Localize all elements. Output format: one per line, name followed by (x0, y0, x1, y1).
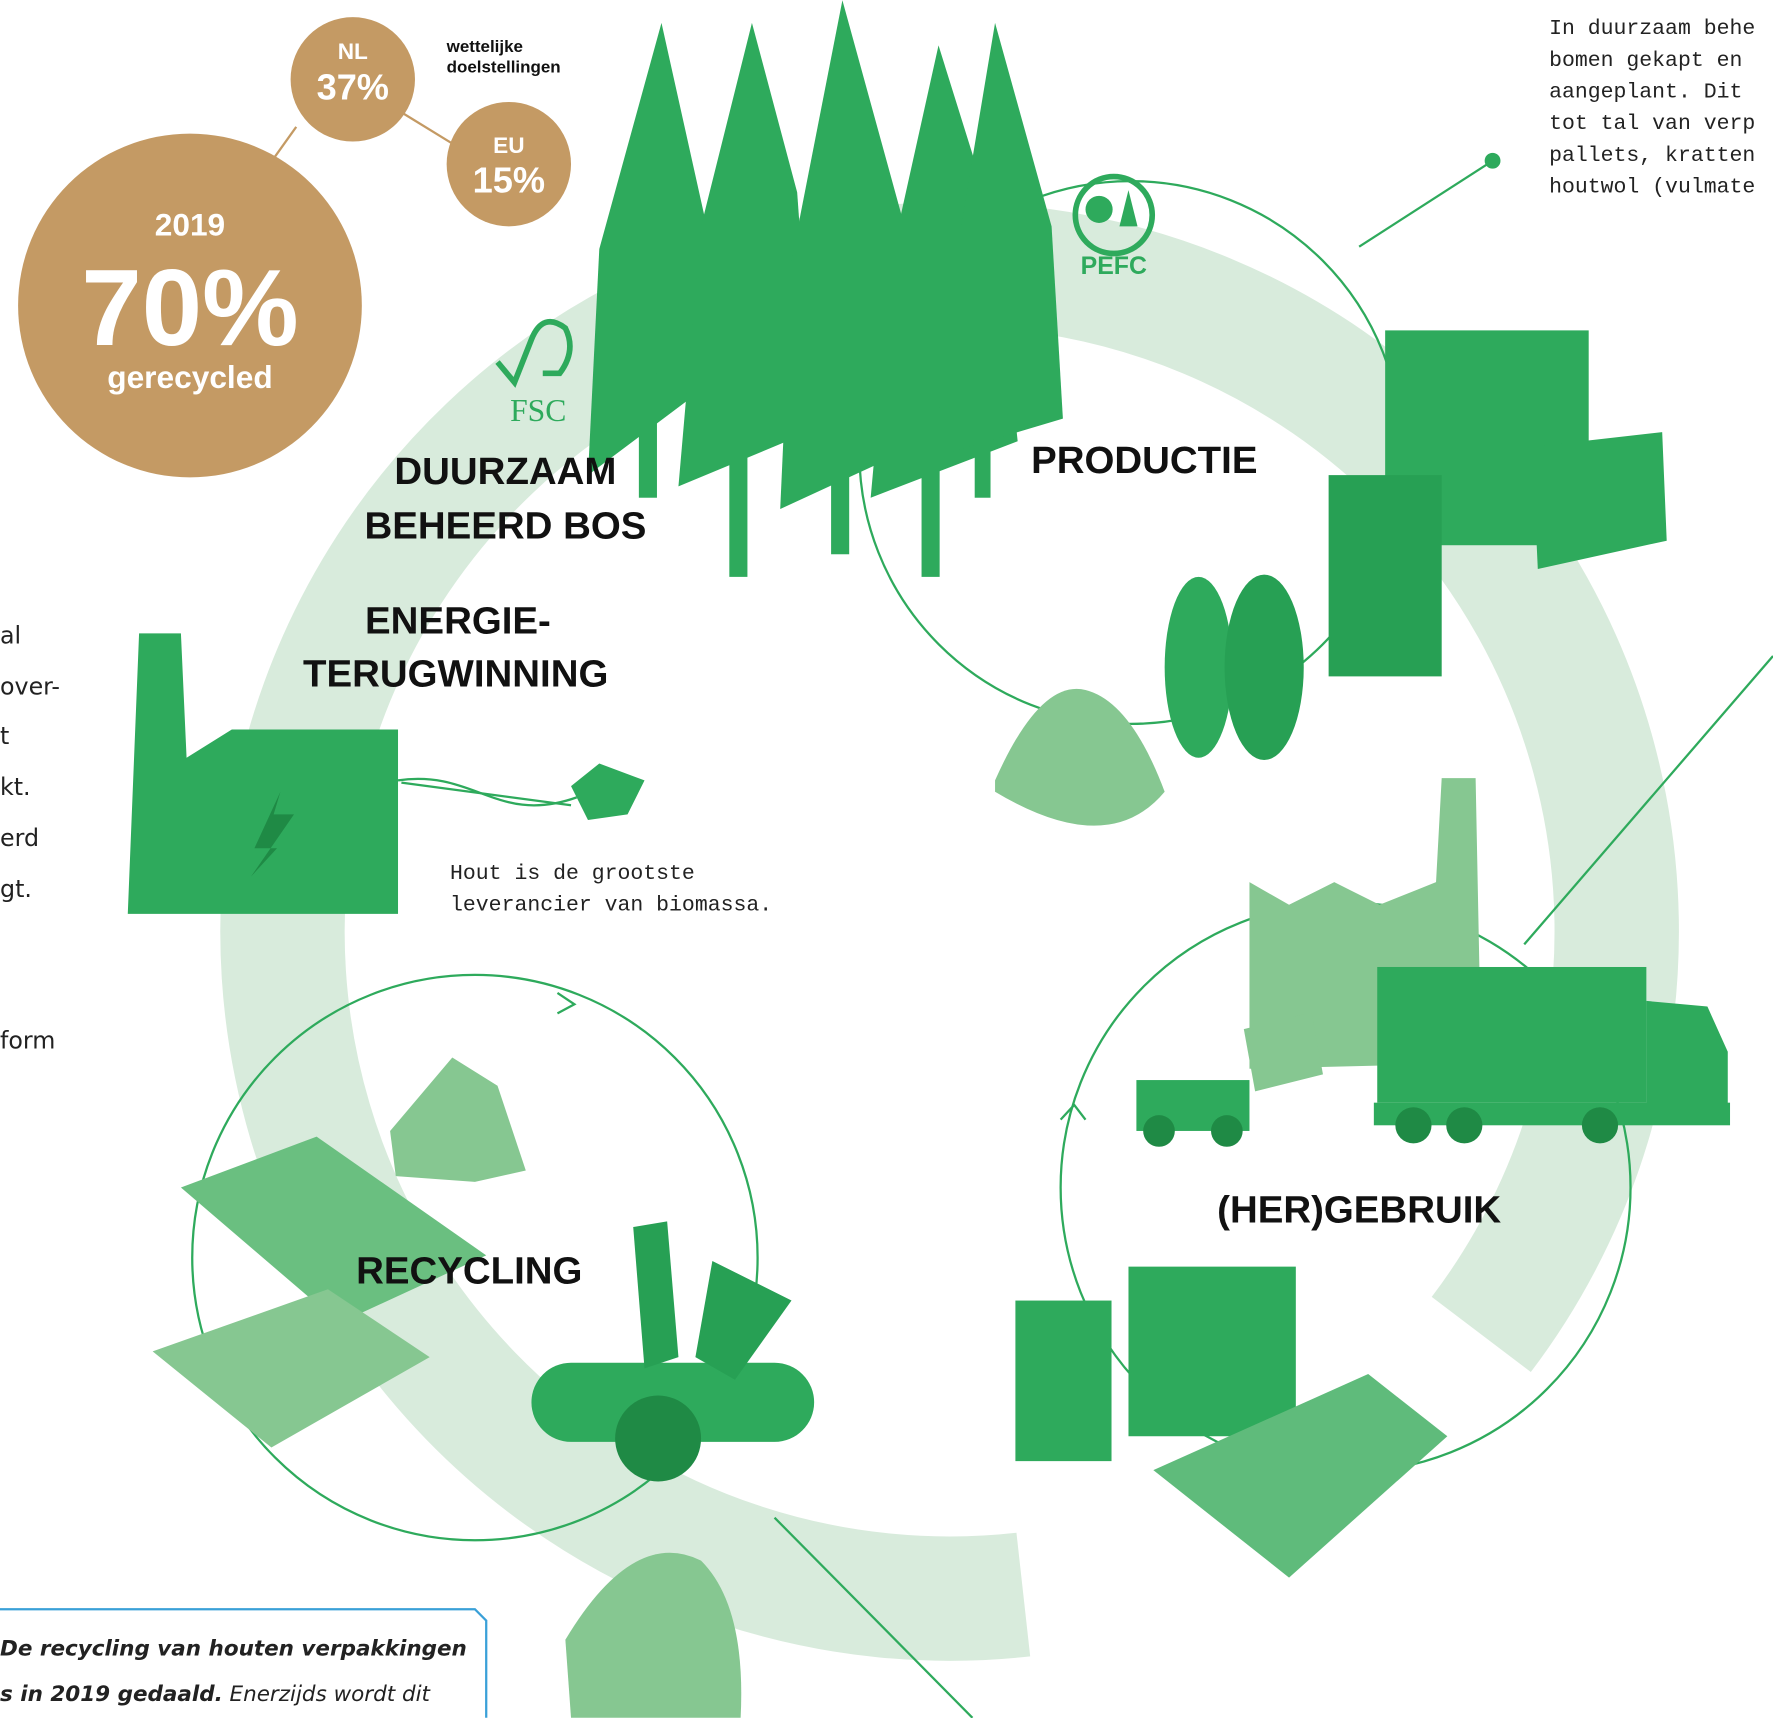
pefc-logo: PEFC (1072, 173, 1156, 280)
reuse-items (1015, 778, 1731, 1578)
stage-label: PRODUCTIE (1031, 439, 1257, 482)
recycling-circle (191, 973, 759, 1542)
forest-note: houtwol (vulmate (1549, 175, 1755, 199)
forest-note: In duurzaam behe (1549, 17, 1755, 41)
left-note: gt. (0, 875, 32, 903)
targets: NL 37% EU 15% 2019 70% gerecycled wettel… (18, 17, 572, 478)
left-note: t (0, 722, 9, 750)
left-note: over- (0, 672, 60, 700)
left-note: erd (0, 824, 39, 852)
eu-value: 15% (473, 159, 545, 200)
stage-label: BEHEERD BOS (364, 504, 646, 547)
left-note: kt. (0, 773, 31, 801)
stage-label: (HER)GEBRUIK (1217, 1189, 1501, 1232)
recycled-label: gerecycled (107, 359, 272, 395)
biomass-note: Hout is de grootste (450, 862, 695, 886)
nl-value: 37% (317, 67, 389, 108)
left-note: al (0, 622, 21, 650)
targets-title: doelstellingen (447, 58, 561, 77)
recycling-items (152, 1057, 815, 1718)
production-items (995, 330, 1667, 826)
stage-label: TERUGWINNING (303, 653, 608, 696)
forest-note: pallets, kratten (1549, 144, 1755, 168)
stage-label: DUURZAAM (394, 450, 616, 493)
callout-rest: Enerzijds wordt dit (230, 1682, 432, 1707)
forest-note: aangeplant. Dit (1549, 80, 1742, 104)
callout-bold: s in 2019 gedaald. (0, 1682, 223, 1707)
left-note: form (0, 1026, 55, 1054)
stage-label: RECYCLING (356, 1250, 582, 1293)
callout-text: s in 2019 gedaald. Enerzijds wordt dit (0, 1682, 432, 1707)
recycled-value: 70% (81, 248, 298, 369)
forest-note: tot tal van verp (1549, 112, 1755, 136)
trees (587, 0, 1063, 577)
forest-note: bomen gekapt en (1549, 49, 1742, 73)
targets-title: wettelijke (446, 37, 523, 56)
pointer-lines (401, 152, 1773, 1718)
energy-factory (127, 633, 645, 914)
biomass-note: leverancier van biomassa. (450, 893, 772, 917)
eu-label: EU (493, 133, 524, 158)
callout-box (0, 1608, 488, 1718)
fsc-logo: FSC (495, 318, 573, 428)
year: 2019 (155, 206, 225, 242)
cycle-arrows (556, 992, 1087, 1121)
stage-label: ENERGIE- (365, 599, 551, 642)
fsc-text: FSC (510, 393, 566, 428)
nl-label: NL (338, 39, 368, 64)
callout-text: De recycling van houten verpakkingen (0, 1637, 467, 1662)
pefc-text: PEFC (1081, 252, 1147, 280)
